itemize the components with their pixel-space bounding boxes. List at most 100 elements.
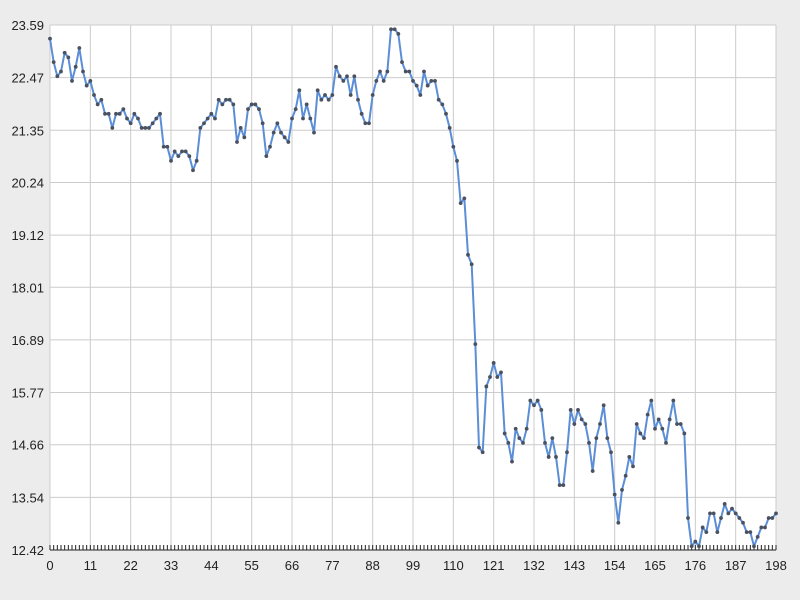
- data-point: [323, 93, 327, 97]
- data-point: [649, 398, 654, 403]
- data-point: [319, 97, 324, 102]
- x-tick-labels: 0 11 22 33 44 55 66 77 88 99 110 121 132 143 154 165 176…: [46, 558, 786, 573]
- data-point: [741, 520, 745, 525]
- y-tick-label: 21.35: [11, 123, 44, 138]
- data-point: [689, 544, 694, 549]
- x-tick-label: 187: [725, 558, 747, 573]
- data-point: [711, 511, 716, 516]
- data-point: [312, 130, 316, 135]
- data-point: [183, 149, 188, 154]
- data-point: [341, 79, 346, 83]
- data-point: [279, 130, 283, 135]
- data-point: [205, 116, 210, 121]
- data-point: [744, 530, 749, 535]
- data-point: [601, 403, 606, 408]
- data-point: [308, 116, 313, 121]
- data-point: [257, 107, 261, 112]
- data-point: [165, 144, 170, 149]
- data-point: [172, 149, 177, 154]
- y-tick-label: 15.77: [11, 386, 44, 401]
- data-point: [561, 483, 566, 488]
- data-point: [176, 154, 181, 159]
- data-point: [502, 431, 507, 436]
- data-point: [697, 544, 701, 549]
- data-point: [290, 116, 294, 121]
- data-point: [726, 511, 731, 516]
- data-point: [139, 126, 144, 130]
- data-point: [209, 111, 214, 116]
- data-point: [774, 511, 778, 516]
- data-point: [304, 102, 309, 107]
- data-point: [458, 201, 463, 206]
- x-tick-label: 110: [443, 558, 464, 573]
- data-point: [348, 93, 353, 97]
- data-points: [48, 27, 778, 549]
- data-point: [202, 121, 206, 126]
- data-point: [154, 116, 159, 121]
- x-tick-label: 22: [123, 558, 137, 573]
- data-point: [268, 144, 272, 149]
- data-point: [484, 384, 489, 389]
- data-point: [400, 60, 404, 65]
- data-point: [367, 121, 371, 126]
- data-point: [370, 93, 375, 97]
- data-point: [345, 74, 349, 79]
- data-point: [99, 97, 104, 102]
- y-tick-label: 13.54: [11, 490, 44, 505]
- data-point: [671, 398, 676, 403]
- x-tick-label: 165: [644, 558, 666, 573]
- data-point: [557, 483, 562, 488]
- data-point: [748, 530, 753, 535]
- data-point: [158, 111, 162, 116]
- data-point: [264, 154, 269, 159]
- data-point: [381, 79, 386, 83]
- x-tick-label: 88: [365, 558, 379, 573]
- data-point: [605, 436, 610, 441]
- data-point: [513, 426, 518, 431]
- y-tick-label: 19.12: [11, 228, 44, 243]
- data-point: [477, 445, 481, 450]
- data-point: [59, 69, 63, 74]
- data-point: [466, 252, 470, 257]
- y-tick-label: 22.47: [11, 71, 44, 86]
- data-point: [55, 74, 60, 79]
- data-point: [480, 450, 485, 455]
- data-point: [106, 111, 111, 116]
- data-point: [634, 422, 639, 426]
- data-point: [352, 74, 357, 79]
- data-point: [616, 520, 621, 525]
- data-point: [117, 111, 122, 116]
- data-point: [436, 97, 441, 102]
- data-point: [700, 525, 705, 530]
- data-point: [407, 69, 412, 74]
- data-point: [623, 473, 628, 478]
- data-point: [763, 525, 767, 530]
- x-tick-label: 77: [325, 558, 339, 573]
- data-point: [499, 370, 503, 375]
- data-point: [231, 102, 236, 107]
- y-tick-label: 14.66: [11, 438, 44, 453]
- data-point: [429, 79, 434, 83]
- x-tick-label: 143: [563, 558, 585, 573]
- data-point: [631, 464, 635, 469]
- data-point: [359, 111, 364, 116]
- data-point: [733, 511, 738, 516]
- data-point: [114, 111, 118, 116]
- data-point: [260, 121, 265, 126]
- data-point: [719, 516, 723, 520]
- data-point: [656, 417, 661, 422]
- data-point: [609, 450, 613, 455]
- data-point: [143, 126, 148, 130]
- data-point: [161, 144, 166, 149]
- data-point: [510, 459, 514, 464]
- data-point: [227, 97, 232, 102]
- x-tick-label: 11: [84, 558, 98, 573]
- data-point: [92, 93, 96, 97]
- data-point: [253, 102, 258, 107]
- data-point: [627, 455, 632, 459]
- data-point: [755, 534, 760, 539]
- data-point: [572, 422, 577, 426]
- data-point: [246, 107, 250, 112]
- data-point: [242, 135, 247, 140]
- x-tick-label: 176: [684, 558, 706, 573]
